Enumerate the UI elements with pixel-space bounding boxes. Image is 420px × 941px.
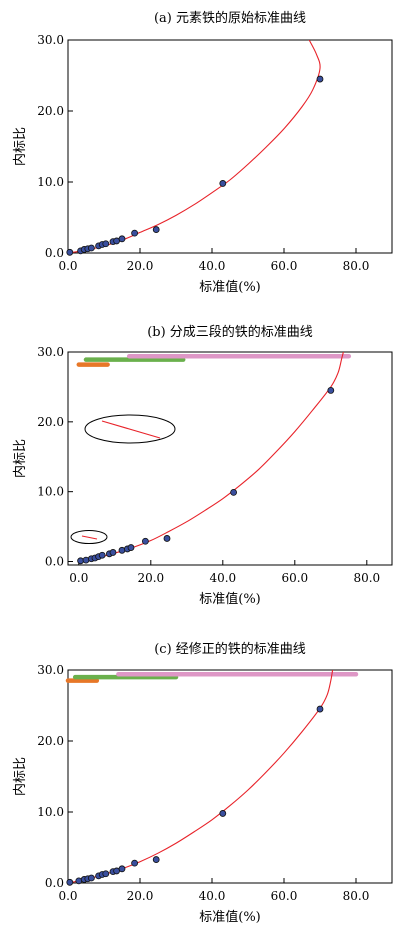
data-point bbox=[163, 535, 171, 542]
x-tick-label: 0.0 bbox=[69, 571, 88, 585]
data-point bbox=[131, 859, 139, 867]
chart-title: (c) 经修正的铁的标准曲线 bbox=[154, 641, 306, 657]
data-point bbox=[66, 878, 74, 886]
x-tick-label: 60.0 bbox=[271, 889, 298, 903]
plot-frame bbox=[67, 351, 393, 566]
y-tick-label: 0.0 bbox=[45, 555, 64, 569]
data-point bbox=[118, 235, 126, 243]
y-tick-label: 20.0 bbox=[37, 734, 64, 748]
plot-frame bbox=[67, 669, 393, 884]
data-point bbox=[141, 537, 149, 545]
y-tick-label: 10.0 bbox=[37, 805, 64, 819]
fit-curve bbox=[68, 40, 321, 253]
chart-title: (a) 元素铁的原始标准曲线 bbox=[154, 10, 306, 26]
chart-panel-3: (c) 经修正的铁的标准曲线 0.0 20.0 40.0 60.0 80.0 0.0 10.0… bbox=[12, 641, 393, 925]
x-axis-title: 标准值(%) bbox=[199, 909, 261, 925]
x-tick-label: 60.0 bbox=[281, 571, 308, 585]
data-point bbox=[118, 865, 126, 873]
x-tick-label: 80.0 bbox=[343, 889, 370, 903]
annotation-segment-small bbox=[81, 535, 98, 540]
y-tick-label: 0.0 bbox=[45, 246, 64, 260]
data-point bbox=[98, 551, 106, 559]
fit-curve bbox=[68, 670, 334, 883]
data-point bbox=[102, 870, 110, 878]
annotation-ellipse-small bbox=[70, 530, 108, 544]
y-tick-label: 30.0 bbox=[37, 33, 64, 47]
data-point bbox=[316, 75, 324, 83]
chart-panel-1: (a) 元素铁的原始标准曲线 0.0 20.0 40.0 60.0 80.0 0.0 10.0… bbox=[12, 10, 393, 295]
y-tick-label: 20.0 bbox=[37, 104, 64, 118]
x-tick-label: 40.0 bbox=[199, 889, 226, 903]
data-point bbox=[219, 810, 227, 817]
y-tick-label: 10.0 bbox=[37, 175, 64, 189]
y-tick-label: 20.0 bbox=[37, 415, 64, 429]
data-point bbox=[88, 874, 95, 882]
x-tick-label: 80.0 bbox=[343, 259, 370, 273]
data-point bbox=[88, 244, 95, 252]
data-point bbox=[327, 387, 335, 394]
y-tick-label: 30.0 bbox=[37, 663, 64, 677]
x-tick-label: 20.0 bbox=[127, 259, 154, 273]
y-axis-title: 内标比 bbox=[12, 439, 28, 478]
y-tick-label: 30.0 bbox=[37, 345, 64, 359]
data-point bbox=[219, 180, 227, 187]
data-point bbox=[316, 705, 324, 713]
y-tick-label: 0.0 bbox=[45, 876, 64, 890]
data-point bbox=[152, 856, 160, 863]
y-axis-title: 内标比 bbox=[12, 757, 28, 796]
x-axis-title: 标准值(%) bbox=[199, 279, 261, 295]
annotation-ellipse-large bbox=[84, 414, 176, 444]
data-point bbox=[127, 544, 135, 551]
data-point bbox=[102, 240, 110, 248]
x-tick-label: 40.0 bbox=[199, 259, 226, 273]
data-point bbox=[152, 226, 160, 233]
plot-frame bbox=[67, 39, 393, 254]
data-point bbox=[131, 229, 139, 237]
x-axis-title: 标准值(%) bbox=[199, 591, 261, 607]
y-tick-label: 10.0 bbox=[37, 485, 64, 499]
x-tick-label: 60.0 bbox=[271, 259, 298, 273]
x-tick-label: 80.0 bbox=[353, 571, 380, 585]
x-tick-label: 20.0 bbox=[127, 889, 154, 903]
chart-title: (b) 分成三段的铁的标准曲线 bbox=[147, 324, 313, 340]
annotation-segment-large bbox=[101, 420, 161, 439]
x-tick-label: 40.0 bbox=[209, 571, 236, 585]
chart-panel-2: (b) 分成三段的铁的标准曲线 0.0 20.0 40.0 60.0 80.0 0.0 10.… bbox=[12, 324, 393, 607]
data-point bbox=[66, 248, 74, 256]
fit-curve bbox=[78, 352, 344, 563]
x-tick-label: 0.0 bbox=[58, 889, 77, 903]
data-point bbox=[230, 488, 238, 496]
x-tick-label: 20.0 bbox=[137, 571, 164, 585]
data-point bbox=[109, 549, 117, 556]
x-tick-label: 0.0 bbox=[58, 259, 77, 273]
y-axis-title: 内标比 bbox=[12, 127, 28, 166]
